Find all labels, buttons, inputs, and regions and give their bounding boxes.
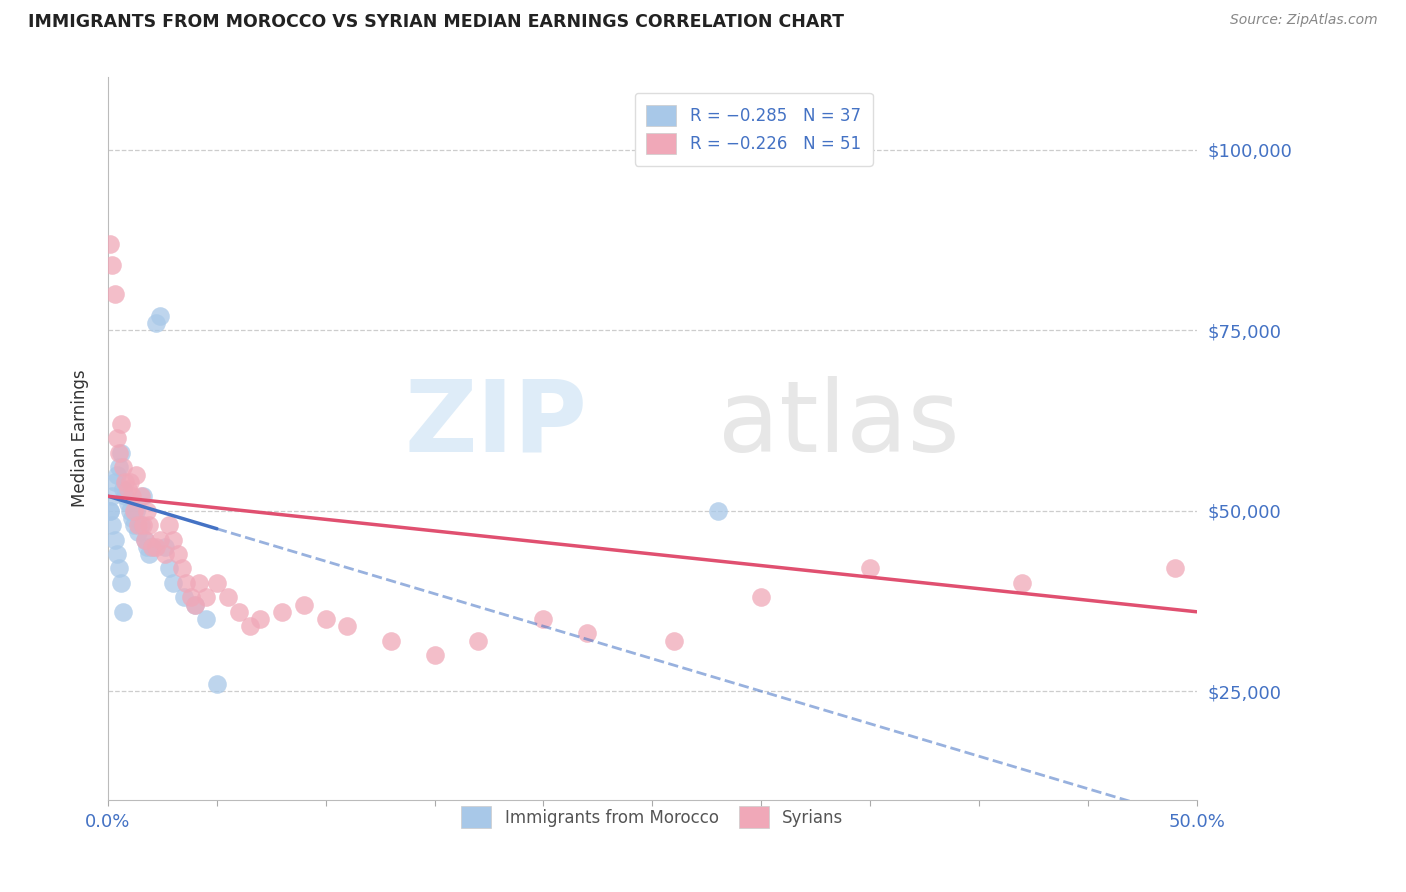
Point (114, 489, 136, 503)
Point (1011, 575, 1033, 590)
Point (271, 605, 294, 619)
Text: atlas: atlas (717, 376, 959, 473)
Point (98, 236, 121, 251)
Point (184, 598, 207, 612)
Point (662, 633, 685, 648)
Point (105, 467, 128, 482)
Point (138, 547, 160, 561)
Point (132, 489, 155, 503)
Point (166, 547, 188, 561)
Point (112, 460, 135, 475)
Point (129, 518, 152, 533)
Point (575, 626, 598, 640)
Point (121, 511, 143, 525)
Point (249, 612, 271, 626)
Point (117, 482, 139, 496)
Point (108, 446, 131, 460)
Point (149, 533, 172, 547)
Point (180, 591, 202, 605)
Point (194, 612, 217, 626)
Point (117, 496, 139, 510)
Point (110, 446, 132, 460)
Point (129, 489, 152, 503)
Point (170, 561, 193, 575)
Point (103, 475, 125, 489)
Point (105, 547, 128, 561)
Point (188, 575, 211, 590)
Point (121, 489, 143, 503)
Point (98, 504, 121, 518)
Point (134, 533, 156, 547)
Point (162, 533, 184, 547)
Point (98, 504, 121, 518)
Point (315, 612, 337, 626)
Point (205, 677, 228, 691)
Point (105, 432, 128, 446)
Point (238, 619, 260, 633)
Point (153, 547, 176, 561)
Point (1164, 561, 1187, 575)
Point (122, 504, 145, 518)
Legend: Immigrants from Morocco, Syrians: Immigrants from Morocco, Syrians (454, 800, 849, 835)
Point (112, 482, 135, 496)
Point (110, 575, 132, 590)
Point (112, 605, 135, 619)
Point (108, 561, 131, 575)
Point (153, 540, 176, 554)
Point (145, 540, 167, 554)
Point (467, 633, 489, 648)
Point (157, 561, 180, 575)
Point (138, 518, 160, 533)
Point (134, 533, 156, 547)
Point (380, 633, 402, 648)
Point (125, 467, 148, 482)
Point (176, 575, 198, 590)
Point (101, 518, 124, 533)
Point (118, 475, 141, 489)
Point (859, 561, 882, 575)
Point (336, 619, 359, 633)
Point (205, 575, 228, 590)
Point (749, 591, 772, 605)
Y-axis label: Median Earnings: Median Earnings (72, 369, 89, 508)
Point (125, 504, 148, 518)
Point (118, 504, 141, 518)
Point (141, 540, 163, 554)
Point (706, 504, 728, 518)
Point (101, 489, 124, 503)
Point (184, 598, 207, 612)
Point (114, 475, 136, 489)
Point (157, 518, 180, 533)
Point (217, 591, 239, 605)
Point (145, 316, 167, 330)
Point (103, 287, 125, 301)
Point (194, 591, 217, 605)
Point (122, 518, 145, 533)
Point (292, 598, 315, 612)
Point (136, 504, 159, 518)
Point (162, 575, 184, 590)
Point (533, 612, 555, 626)
Point (103, 533, 125, 547)
Point (141, 540, 163, 554)
Point (108, 460, 131, 475)
Point (110, 417, 132, 431)
Point (173, 591, 195, 605)
Text: Source: ZipAtlas.com: Source: ZipAtlas.com (1230, 13, 1378, 28)
Point (136, 540, 159, 554)
Text: ZIP: ZIP (404, 376, 586, 473)
Point (228, 605, 250, 619)
Text: IMMIGRANTS FROM MOROCCO VS SYRIAN MEDIAN EARNINGS CORRELATION CHART: IMMIGRANTS FROM MOROCCO VS SYRIAN MEDIAN… (28, 13, 844, 31)
Point (149, 309, 172, 323)
Point (132, 518, 155, 533)
Point (127, 525, 149, 540)
Point (101, 258, 124, 272)
Point (127, 518, 149, 533)
Point (423, 648, 446, 662)
